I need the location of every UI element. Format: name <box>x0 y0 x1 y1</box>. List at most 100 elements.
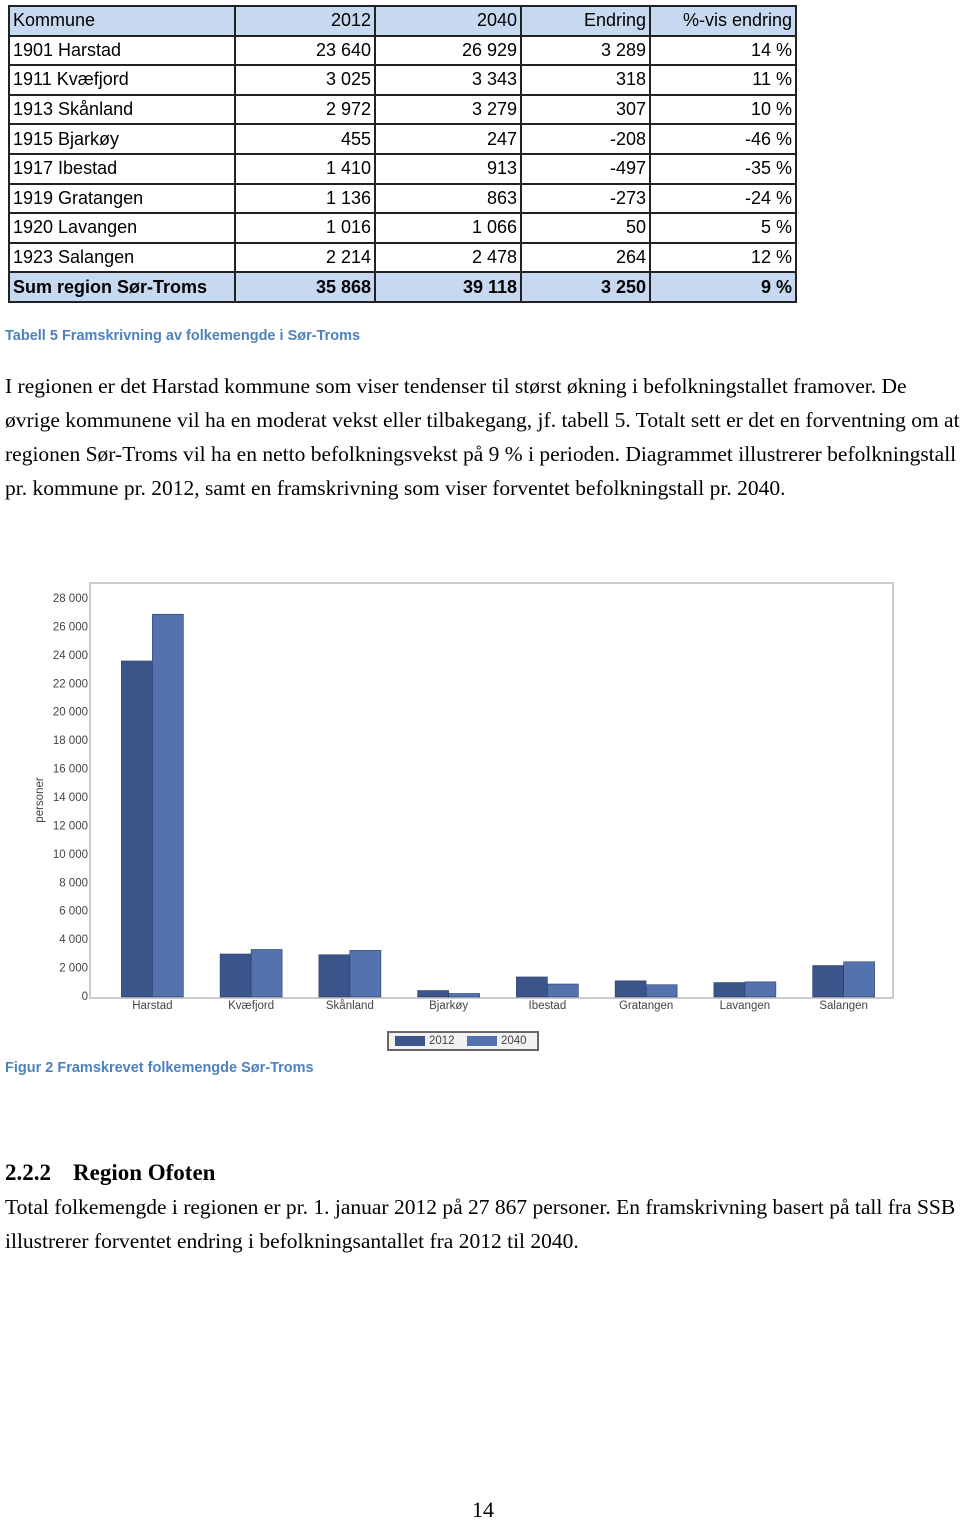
chart: personer 0 2 000 4 000 6 000 8 000 10 000 12 0… <box>34 582 894 1051</box>
y-tick-label: 0 <box>82 991 88 1003</box>
table-row: 1913 Skånland 2 972 3 279 307 10 % <box>8 93 797 126</box>
table-row: 1911 Kvæfjord 3 025 3 343 318 11 % <box>8 64 797 96</box>
table-row: 1917 Ibestad 1 410 913 -497 -35 % <box>8 152 797 185</box>
bar <box>152 613 184 998</box>
x-tick-label: Harstad <box>132 1000 172 1012</box>
table-cell: 1 066 <box>374 212 522 244</box>
table-cell: 455 <box>234 123 376 155</box>
x-tick-label: Kvæfjord <box>228 1000 274 1012</box>
table-cell: 307 <box>520 93 651 126</box>
table-cell: 1920 Lavangen <box>8 212 236 244</box>
table-cell: 5 % <box>649 212 797 244</box>
table-cell: 35 868 <box>234 271 376 303</box>
y-tick-label: 10 000 <box>53 849 88 861</box>
y-tick-label: 8 000 <box>59 877 88 889</box>
bar <box>516 976 548 998</box>
table-cell: 318 <box>520 64 651 96</box>
table-cell: 10 % <box>649 93 797 126</box>
paragraph: I regionen er det Harstad kommune som vi… <box>5 374 960 500</box>
y-tick-label: 24 000 <box>53 650 88 662</box>
bar <box>417 990 449 998</box>
table-cell: 3 250 <box>520 271 651 303</box>
table-cell: -208 <box>520 123 651 155</box>
table-cell: 1919 Gratangen <box>8 182 236 215</box>
bar <box>744 981 777 998</box>
table-cell: 2 478 <box>374 241 522 274</box>
bar <box>349 950 382 998</box>
table-cell: 1915 Bjarkøy <box>8 123 236 155</box>
bar <box>812 965 844 998</box>
table-row: Kommune 2012 2040 Endring %-vis endring <box>8 5 797 37</box>
table-cell: 2012 <box>234 5 376 37</box>
legend-label: 2012 <box>429 1035 455 1047</box>
table-cell: 1917 Ibestad <box>8 152 236 185</box>
legend-swatch <box>467 1036 497 1046</box>
table-cell: 863 <box>374 182 522 215</box>
table-cell: 3 025 <box>234 64 376 96</box>
bar <box>645 984 678 998</box>
table-cell: Sum region Sør-Troms <box>8 271 236 303</box>
table-cell: 1911 Kvæfjord <box>8 64 236 96</box>
table-cell: -24 % <box>649 182 797 215</box>
data-table: Kommune 2012 2040 Endring %-vis endring 1901 … <box>8 5 797 303</box>
y-tick-label: 4 000 <box>59 934 88 946</box>
y-tick-label: 12 000 <box>53 820 88 832</box>
table-row: Sum region Sør-Troms 35 868 39 118 3 250 9 % <box>8 271 797 303</box>
table-cell: 3 343 <box>374 64 522 96</box>
bar <box>547 983 579 998</box>
table-cell: 12 % <box>649 241 797 274</box>
bar <box>448 993 480 998</box>
page-number: 14 <box>472 1497 494 1522</box>
bar <box>318 954 351 998</box>
table-cell: Kommune <box>8 5 236 37</box>
chart-frame <box>89 582 894 999</box>
legend-box <box>387 1031 539 1051</box>
x-tick-label: Lavangen <box>720 1000 771 1012</box>
table-cell: -497 <box>520 152 651 185</box>
bar <box>614 980 647 998</box>
bar <box>843 961 875 998</box>
table-cell: 1 016 <box>234 212 376 244</box>
legend-swatch <box>395 1036 425 1046</box>
table-cell: 26 929 <box>374 34 522 67</box>
table-cell: 2 214 <box>234 241 376 274</box>
table-row: 1915 Bjarkøy 455 247 -208 -46 % <box>8 123 797 155</box>
table-cell: 11 % <box>649 64 797 96</box>
section-heading: 2.2.2 Region Ofoten <box>5 1156 960 1190</box>
bar <box>219 953 252 998</box>
legend-label: 2040 <box>501 1035 527 1047</box>
table-cell: 1913 Skånland <box>8 93 236 126</box>
x-tick-label: Skånland <box>326 1000 374 1012</box>
bar <box>713 982 746 998</box>
table-cell: 39 118 <box>374 271 522 303</box>
table-cell: 2040 <box>374 5 522 37</box>
table-row: 1919 Gratangen 1 136 863 -273 -24 % <box>8 182 797 215</box>
y-tick-label: 2 000 <box>59 963 88 975</box>
table-cell: 3 279 <box>374 93 522 126</box>
y-tick-label: 26 000 <box>53 621 88 633</box>
table-row: 1901 Harstad 23 640 26 929 3 289 14 % <box>8 34 797 67</box>
table-cell: -273 <box>520 182 651 215</box>
y-tick-label: 16 000 <box>53 764 88 776</box>
x-tick-label: Bjarkøy <box>429 1000 468 1012</box>
bar <box>250 949 283 998</box>
y-tick-label: 6 000 <box>59 906 88 918</box>
section-title: Region Ofoten <box>73 1160 216 1185</box>
table-cell: 14 % <box>649 34 797 67</box>
y-tick-label: 20 000 <box>53 707 88 719</box>
table-cell: -46 % <box>649 123 797 155</box>
table-row: 1920 Lavangen 1 016 1 066 50 5 % <box>8 212 797 244</box>
table-cell: -35 % <box>649 152 797 185</box>
table-cell: 23 640 <box>234 34 376 67</box>
y-tick-label: 14 000 <box>53 792 88 804</box>
y-axis-label: personer <box>34 777 46 823</box>
x-tick-label: Salangen <box>819 1000 868 1012</box>
table-cell: 1 136 <box>234 182 376 215</box>
table-cell: 247 <box>374 123 522 155</box>
table-cell: 913 <box>374 152 522 185</box>
table-cell: 1 410 <box>234 152 376 185</box>
table-cell: 50 <box>520 212 651 244</box>
table-cell: Endring <box>520 5 651 37</box>
y-tick-label: 18 000 <box>53 735 88 747</box>
y-tick-label: 22 000 <box>53 678 88 690</box>
